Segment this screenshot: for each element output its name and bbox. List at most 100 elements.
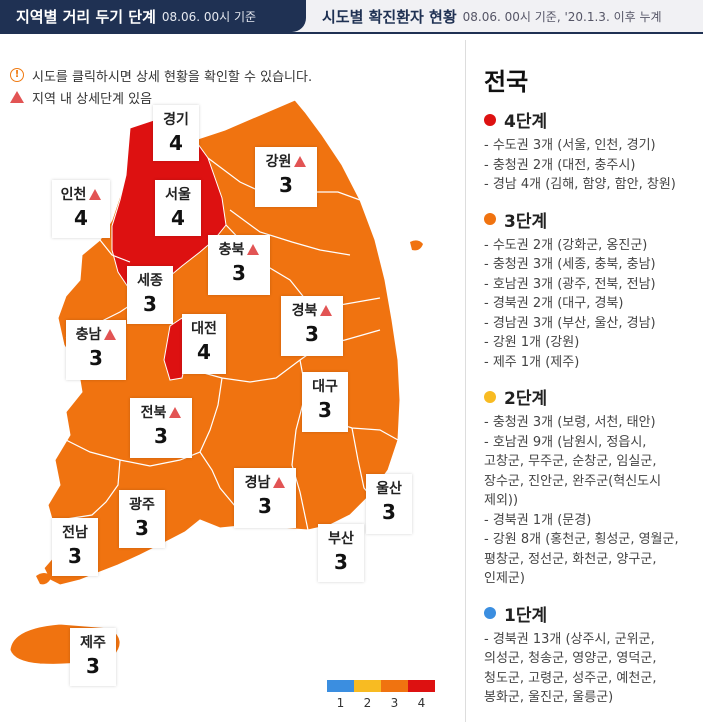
region-level: 3 xyxy=(334,550,348,574)
list-item: 제외)) xyxy=(484,493,519,508)
list-item: 장수군, 진안군, 완주군(혁신도시 xyxy=(484,473,662,489)
region-name: 경북 xyxy=(291,303,318,319)
region-name: 부산 xyxy=(328,531,354,547)
region-name: 전북 xyxy=(140,405,167,421)
legend-swatch-level-3 xyxy=(381,680,408,692)
list-item: - 충청권 3개 (보령, 서천, 태안) xyxy=(484,415,656,430)
list-item: 청도군, 고령군, 성주군, 예천군, xyxy=(484,670,657,686)
warning-icon xyxy=(247,243,260,255)
region-level: 4 xyxy=(74,206,88,230)
region-name: 울산 xyxy=(376,481,402,497)
warning-icon xyxy=(89,188,102,200)
legend-swatch-level-2 xyxy=(354,680,381,692)
region-level: 3 xyxy=(86,654,100,678)
tab-distancing-level[interactable]: 지역별 거리 두기 단계 08.06. 00시 기준 xyxy=(0,0,306,32)
region-name: 충남 xyxy=(75,327,102,343)
group-label: 2단계 xyxy=(504,389,548,409)
panel-divider xyxy=(465,40,466,722)
level-1-group: 1단계 - 경북권 13개 (상주시, 군위군, 의성군, 청송군, 영양군, … xyxy=(484,601,699,708)
region-busan[interactable]: 부산 3 xyxy=(318,524,364,582)
info-icon: ! xyxy=(10,68,24,82)
list-item: - 강원 1개 (강원) xyxy=(484,335,580,350)
region-sejong[interactable]: 세종 3 xyxy=(127,266,173,324)
list-item: 평창군, 정선군, 화천군, 양구군, xyxy=(484,551,657,567)
region-jeonnam[interactable]: 전남 3 xyxy=(52,518,98,576)
warning-icon xyxy=(320,304,333,316)
region-jeju[interactable]: 제주 3 xyxy=(70,628,116,686)
region-level: 4 xyxy=(197,340,211,364)
region-level: 3 xyxy=(279,173,293,197)
legend-label: 3 xyxy=(390,696,399,710)
region-level: 3 xyxy=(305,322,319,346)
region-name: 서울 xyxy=(165,187,191,203)
region-seoul[interactable]: 서울 4 xyxy=(155,180,201,236)
warning-icon xyxy=(169,406,182,418)
region-name: 세종 xyxy=(137,273,163,289)
region-name: 인천 xyxy=(60,187,87,203)
list-item: - 수도권 2개 (강화군, 옹진군) xyxy=(484,237,648,253)
note-text: 시도를 클릭하시면 상세 현황을 확인할 수 있습니다. xyxy=(32,69,313,85)
region-name: 전남 xyxy=(62,525,88,541)
note-warning: 지역 내 상세단계 있음 xyxy=(10,86,312,108)
list-item: - 충청권 2개 (대전, 충주시) xyxy=(484,157,636,173)
region-level: 3 xyxy=(143,292,157,316)
list-item: - 강원 8개 (홍천군, 횡성군, 영월군, xyxy=(484,532,679,547)
list-item: 고창군, 무주군, 순창군, 임실군, xyxy=(484,454,657,469)
region-gyeongnam[interactable]: 경남 3 xyxy=(234,468,296,528)
region-level: 4 xyxy=(169,131,183,155)
warning-icon xyxy=(294,155,307,167)
list-item: - 경북권 13개 (상주시, 군위군, xyxy=(484,631,655,647)
red-dot-icon xyxy=(484,113,496,126)
region-name: 충북 xyxy=(218,242,245,258)
map-ulleung-island xyxy=(410,240,423,251)
region-gwangju[interactable]: 광주 3 xyxy=(119,490,165,548)
region-level: 3 xyxy=(318,398,332,422)
region-name: 대구 xyxy=(312,379,338,395)
region-level: 3 xyxy=(89,346,103,370)
region-level: 3 xyxy=(68,544,82,568)
level-3-group: 3단계 - 수도권 2개 (강화군, 옹진군) - 충청권 3개 (세종, 충북… xyxy=(484,207,699,373)
region-level: 4 xyxy=(171,206,185,230)
region-jeonbuk[interactable]: 전북 3 xyxy=(130,398,192,458)
list-item: - 충청권 3개 (세종, 충북, 충남) xyxy=(484,257,656,272)
note-click-hint: ! 시도를 클릭하시면 상세 현황을 확인할 수 있습니다. xyxy=(10,64,312,86)
legend-label: 1 xyxy=(336,696,345,710)
orange-dot-icon xyxy=(484,213,496,225)
warning-icon xyxy=(104,328,117,340)
region-chungnam[interactable]: 충남 3 xyxy=(66,320,126,380)
region-gyeonggi[interactable]: 경기 4 xyxy=(153,105,199,161)
region-level: 3 xyxy=(135,516,149,540)
region-level: 3 xyxy=(258,494,272,518)
level-4-group: 4단계 - 수도권 3개 (서울, 인천, 경기) - 충청권 2개 (대전, … xyxy=(484,107,699,195)
list-item: 인제군) xyxy=(484,571,525,586)
nationwide-panel: 전국 4단계 - 수도권 3개 (서울, 인천, 경기) - 충청권 2개 (대… xyxy=(484,62,699,720)
region-gyeongbuk[interactable]: 경북 3 xyxy=(281,296,343,356)
region-name: 경남 xyxy=(244,475,271,491)
tab-subtitle: 08.06. 00시 기준, '20.1.3. 이후 누계 xyxy=(462,9,662,24)
region-daegu[interactable]: 대구 3 xyxy=(302,372,348,432)
region-name: 강원 xyxy=(265,154,292,170)
region-name: 대전 xyxy=(191,321,217,337)
level-2-group: 2단계 - 충청권 3개 (보령, 서천, 태안) - 호남권 9개 (남원시,… xyxy=(484,384,699,589)
warning-icon xyxy=(273,476,286,488)
list-item: - 경남 4개 (김해, 함양, 함안, 창원) xyxy=(484,177,676,192)
list-item: - 경북권 2개 (대구, 경북) xyxy=(484,296,624,311)
group-label: 3단계 xyxy=(504,211,548,232)
legend-label: 4 xyxy=(417,696,426,710)
group-label: 1단계 xyxy=(504,605,548,626)
tab-bar: 지역별 거리 두기 단계 08.06. 00시 기준 시도별 확진환자 현황 0… xyxy=(0,0,703,34)
legend-swatch-level-4 xyxy=(408,680,435,692)
region-daejeon[interactable]: 대전 4 xyxy=(182,314,226,374)
region-ulsan[interactable]: 울산 3 xyxy=(366,474,412,534)
level-legend: 1 2 3 4 xyxy=(327,680,435,710)
map-island xyxy=(36,573,52,585)
region-gangwon[interactable]: 강원 3 xyxy=(255,147,317,207)
tab-confirmed-cases[interactable]: 시도별 확진환자 현황 08.06. 00시 기준, '20.1.3. 이후 누… xyxy=(306,0,703,32)
list-item: - 호남권 3개 (광주, 전북, 전남) xyxy=(484,276,656,292)
panel-title: 전국 xyxy=(484,68,529,96)
region-incheon[interactable]: 인천 4 xyxy=(52,180,110,238)
group-label: 4단계 xyxy=(504,112,548,132)
region-chungbuk[interactable]: 충북 3 xyxy=(208,235,270,295)
blue-dot-icon xyxy=(484,607,496,619)
map-notes: ! 시도를 클릭하시면 상세 현황을 확인할 수 있습니다. 지역 내 상세단계… xyxy=(10,64,312,108)
